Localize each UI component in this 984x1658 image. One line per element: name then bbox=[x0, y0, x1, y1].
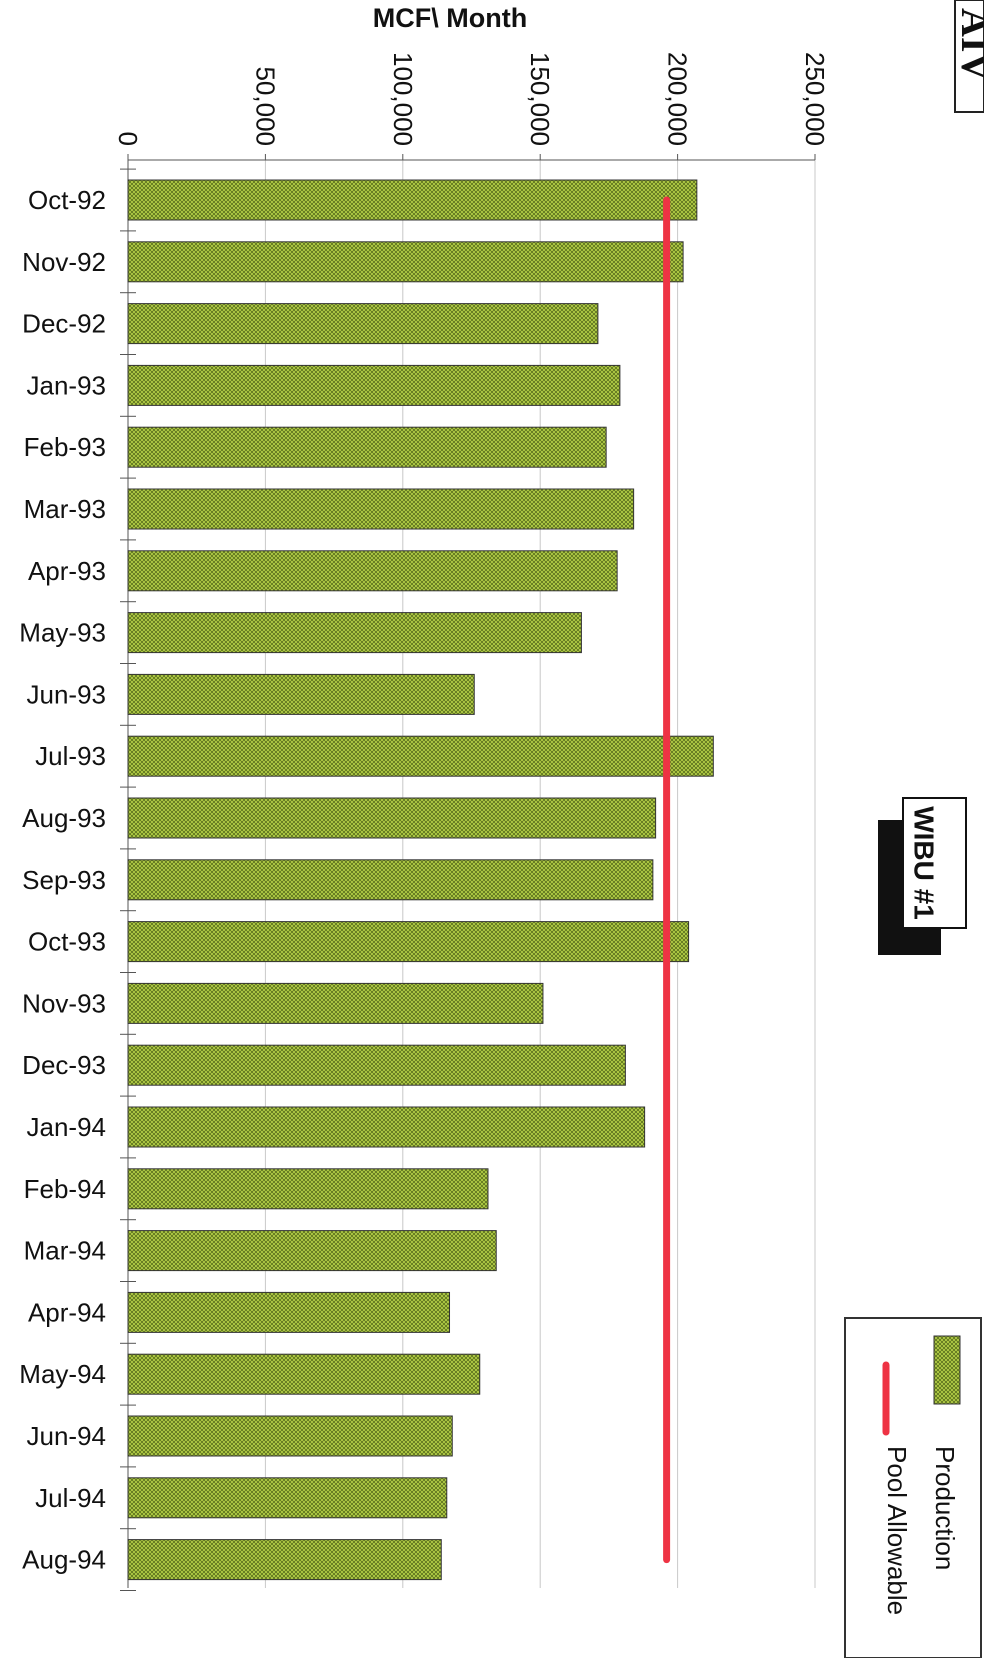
production-bar bbox=[127, 735, 714, 777]
category-label: Feb-93 bbox=[24, 432, 106, 462]
labels: 0 50,000 100,000 150,000 200,000 250,000 Oct-9… bbox=[19, 52, 830, 1575]
production-bar bbox=[127, 1168, 489, 1210]
value-tick-label: 50,000 bbox=[250, 66, 280, 146]
category-label: Mar-94 bbox=[24, 1236, 106, 1266]
category-label: May-93 bbox=[19, 618, 106, 648]
well-badge: WIBU #1 bbox=[878, 797, 967, 955]
category-label: Jul-93 bbox=[35, 741, 106, 771]
production-bar bbox=[127, 241, 684, 283]
badge-box bbox=[902, 797, 967, 929]
production-bar bbox=[127, 303, 599, 345]
badge-label: WIBU #1 bbox=[909, 806, 940, 920]
production-bar bbox=[127, 426, 607, 468]
corner-title-fragment: AIV bbox=[953, 0, 984, 113]
category-label: Nov-93 bbox=[22, 988, 106, 1018]
production-bar bbox=[127, 1415, 453, 1457]
value-tick-label: 0 bbox=[113, 132, 143, 146]
production-bar bbox=[127, 921, 690, 963]
production-bar bbox=[127, 364, 621, 406]
category-label: Nov-92 bbox=[22, 247, 106, 277]
category-label: Aug-93 bbox=[22, 803, 106, 833]
bars bbox=[127, 179, 714, 1581]
production-bar bbox=[127, 1106, 646, 1148]
category-label: Aug-94 bbox=[22, 1545, 106, 1575]
production-bar bbox=[127, 1291, 451, 1333]
production-bar bbox=[127, 612, 582, 654]
category-label: Jun-94 bbox=[27, 1421, 107, 1451]
production-bar bbox=[127, 1044, 626, 1086]
production-bar bbox=[127, 859, 654, 901]
category-label: Oct-93 bbox=[28, 927, 106, 957]
production-bar bbox=[127, 1477, 448, 1519]
category-label: Mar-93 bbox=[24, 494, 106, 524]
production-bar bbox=[127, 982, 544, 1024]
legend-swatch-production bbox=[933, 1335, 961, 1405]
category-label: Apr-93 bbox=[28, 556, 106, 586]
category-label: Dec-92 bbox=[22, 309, 106, 339]
category-label: Jan-94 bbox=[27, 1112, 107, 1142]
category-label: Dec-93 bbox=[22, 1050, 106, 1080]
category-label: Jul-94 bbox=[35, 1483, 106, 1513]
category-label: Oct-92 bbox=[28, 185, 106, 215]
production-bar bbox=[127, 1230, 497, 1272]
category-label: May-94 bbox=[19, 1359, 106, 1389]
production-bar bbox=[127, 673, 475, 715]
production-bar bbox=[127, 179, 698, 221]
value-axis-title: MCF\ Month bbox=[373, 3, 527, 33]
category-label: Jun-93 bbox=[27, 679, 107, 709]
legend: Production Pool Allowable bbox=[844, 1317, 982, 1658]
production-bar bbox=[127, 1539, 442, 1581]
legend-label-pool-allowable: Pool Allowable bbox=[882, 1446, 912, 1615]
value-tick-label: 150,000 bbox=[525, 52, 555, 146]
value-tick-label: 250,000 bbox=[800, 52, 830, 146]
production-bar bbox=[127, 797, 657, 839]
category-label: Sep-93 bbox=[22, 865, 106, 895]
category-label: Apr-94 bbox=[28, 1297, 106, 1327]
corner-title-text: AIV bbox=[953, 8, 984, 81]
production-bar bbox=[127, 1353, 481, 1395]
legend-label-production: Production bbox=[930, 1446, 960, 1570]
category-label: Feb-94 bbox=[24, 1174, 106, 1204]
production-bar bbox=[127, 550, 618, 592]
category-label: Jan-93 bbox=[27, 370, 107, 400]
value-tick-label: 200,000 bbox=[663, 52, 693, 146]
production-bar bbox=[127, 488, 635, 530]
value-tick-label: 100,000 bbox=[388, 52, 418, 146]
